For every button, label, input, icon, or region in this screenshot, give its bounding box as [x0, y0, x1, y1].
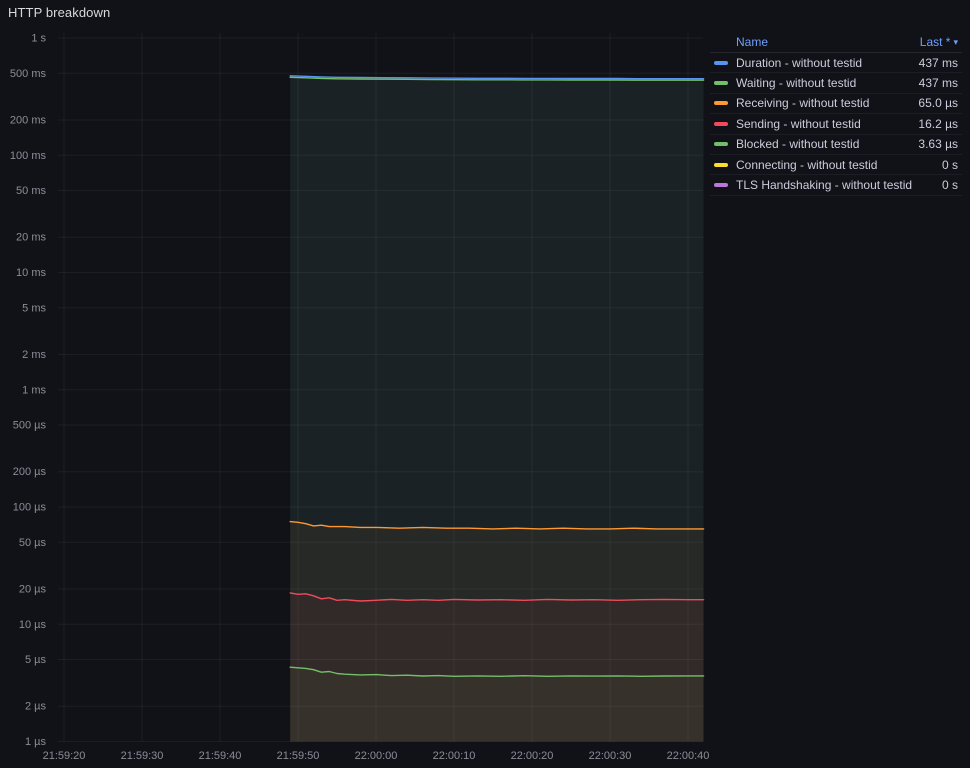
x-axis-tick-label: 22:00:10: [433, 750, 476, 762]
series-label[interactable]: TLS Handshaking - without testid: [736, 178, 913, 193]
x-axis-tick-label: 22:00:40: [667, 750, 710, 762]
series-fill: [290, 77, 704, 742]
x-axis-tick-label: 22:00:00: [355, 750, 398, 762]
y-axis-tick-label: 5 ms: [22, 302, 46, 314]
y-axis-tick-label: 50 µs: [19, 537, 47, 549]
series-fill: [290, 592, 704, 742]
legend-row: Receiving - without testid 65.0 µs: [710, 94, 962, 115]
series-fills: [290, 77, 704, 742]
y-axis-tick-label: 20 µs: [19, 583, 47, 595]
series-last-value: 0 s: [941, 178, 958, 193]
series-label[interactable]: Receiving - without testid: [736, 96, 870, 111]
y-axis-tick-label: 2 ms: [22, 349, 46, 361]
series-last-value: 65.0 µs: [918, 96, 958, 111]
legend-row: Duration - without testid 437 ms: [710, 53, 962, 74]
x-axis-tick-label: 22:00:30: [589, 750, 632, 762]
y-axis-tick-label: 100 µs: [13, 502, 47, 514]
x-axis-tick-label: 21:59:20: [43, 750, 86, 762]
grid: [58, 33, 703, 742]
axes: 1 s 500 ms 200 ms 100 ms 50 ms 20 ms 10 ms 5 ms…: [10, 33, 709, 763]
legend-row: Sending - without testid 16.2 µs: [710, 114, 962, 135]
y-axis-tick-label: 20 ms: [16, 232, 46, 244]
panel-title[interactable]: HTTP breakdown: [8, 5, 111, 20]
legend-row: Waiting - without testid 437 ms: [710, 73, 962, 94]
series-label[interactable]: Sending - without testid: [736, 116, 861, 131]
y-axis-tick-label: 1 ms: [22, 384, 46, 396]
y-axis-tick-label: 1 s: [31, 33, 46, 45]
series-lines: [289, 75, 705, 677]
y-axis-tick-label: 5 µs: [25, 654, 47, 666]
series-last-value: 3.63 µs: [918, 137, 958, 152]
series-color-swatch[interactable]: [714, 183, 728, 188]
y-axis-tick-label: 10 µs: [19, 619, 47, 631]
legend-row: Connecting - without testid 0 s: [710, 155, 962, 176]
legend-table: Name Last * ▾ Duration - without testid 4…: [710, 32, 962, 196]
y-axis-tick-label: 500 ms: [10, 68, 47, 80]
series-color-swatch[interactable]: [714, 101, 728, 106]
x-axis-tick-label: 21:59:30: [121, 750, 164, 762]
y-axis-tick-label: 10 ms: [16, 267, 46, 279]
series-label[interactable]: Duration - without testid: [736, 55, 863, 70]
legend-rows: Duration - without testid 437 ms Waiting -…: [710, 53, 962, 196]
legend-row: Blocked - without testid 3.63 µs: [710, 135, 962, 155]
y-axis-tick-label: 2 µs: [25, 701, 47, 713]
series-color-swatch[interactable]: [714, 162, 728, 167]
y-axis-tick-label: 50 ms: [16, 185, 46, 197]
series-line[interactable]: [289, 592, 705, 602]
y-axis-tick-label: 1 µs: [25, 736, 47, 748]
series-line[interactable]: [289, 76, 705, 81]
x-axis-tick-label: 21:59:50: [277, 750, 320, 762]
legend-sort-last[interactable]: Last * ▾: [920, 35, 958, 49]
series-color-swatch[interactable]: [714, 60, 728, 65]
legend-sort-name[interactable]: Name: [736, 35, 769, 49]
y-axis-tick-label: 500 µs: [13, 420, 47, 432]
y-axis-tick-label: 200 µs: [13, 466, 47, 478]
x-axis-tick-label: 22:00:20: [511, 750, 554, 762]
y-axis-tick-label: 100 ms: [10, 150, 47, 162]
series-color-swatch[interactable]: [714, 142, 728, 147]
series-line[interactable]: [289, 666, 705, 677]
sort-desc-icon: ▾: [953, 36, 958, 47]
y-axis-tick-label: 200 ms: [10, 114, 47, 126]
series-last-value: 16.2 µs: [918, 116, 958, 131]
legend-row: TLS Handshaking - without testid 0 s: [710, 175, 962, 196]
series-last-value: 437 ms: [918, 55, 958, 70]
series-last-value: 437 ms: [918, 76, 958, 91]
x-axis-tick-label: 21:59:40: [199, 750, 242, 762]
series-label[interactable]: Waiting - without testid: [736, 76, 857, 91]
time-series-chart[interactable]: 1 s 500 ms 200 ms 100 ms 50 ms 20 ms 10 ms 5 ms…: [0, 0, 712, 768]
series-color-swatch[interactable]: [714, 121, 728, 126]
series-label[interactable]: Connecting - without testid: [736, 157, 878, 172]
legend-header: Name Last * ▾: [710, 32, 962, 53]
series-fill: [290, 667, 704, 742]
legend-sort-last-label: Last *: [919, 35, 951, 49]
series-fill: [290, 521, 704, 742]
series-color-swatch[interactable]: [714, 81, 728, 86]
series-fill: [290, 77, 704, 742]
series-last-value: 0 s: [941, 157, 958, 172]
series-label[interactable]: Blocked - without testid: [736, 137, 860, 152]
series-line[interactable]: [289, 520, 705, 530]
series-line[interactable]: [289, 75, 705, 80]
